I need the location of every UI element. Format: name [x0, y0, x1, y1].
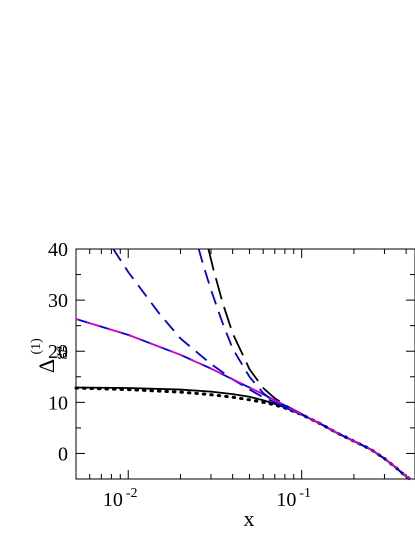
series-line-3: [112, 248, 411, 480]
y-tick-label: 0: [58, 443, 68, 465]
axis-ticks: [75, 248, 415, 480]
y-tick-label: 40: [48, 239, 68, 261]
svg-text:Δgg (1): Δgg (1): [29, 338, 69, 373]
x-axis-label: x: [244, 506, 255, 531]
series-line-4: [197, 248, 411, 480]
series-line-5: [207, 248, 411, 480]
y-tick-labels: 0 10 20 30 40: [48, 239, 68, 465]
y-axis-label-subscript: gg: [53, 346, 68, 360]
series-line-7: [75, 318, 411, 480]
y-tick-label: 10: [48, 392, 68, 414]
series-group: [74, 248, 412, 481]
y-axis-label-symbol: Δ: [34, 359, 59, 373]
plot-frame: [75, 248, 415, 480]
x-tick-label: 10 -2: [103, 486, 138, 511]
y-tick-label: 20: [48, 341, 68, 363]
x-tick-labels: 10 -2 10 -1: [103, 486, 311, 511]
series-line-1: [75, 386, 411, 480]
x-tick-label: 10 -1: [276, 486, 311, 511]
y-axis-label-superscript: (1): [29, 338, 44, 355]
y-axis-label: Δgg (1): [29, 338, 69, 373]
series-line-2: [74, 386, 412, 481]
y-tick-label: 30: [48, 290, 68, 312]
